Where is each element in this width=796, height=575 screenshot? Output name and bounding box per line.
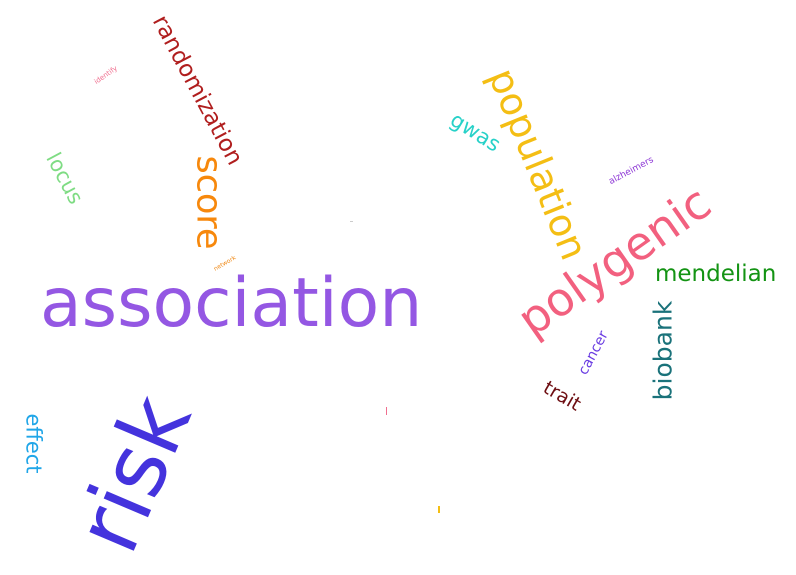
word-identify: identify xyxy=(92,64,119,86)
word-biobank: biobank xyxy=(648,300,678,401)
tiny-mark xyxy=(438,506,440,513)
tiny-mark xyxy=(350,221,353,222)
word-risk: risk xyxy=(55,381,212,567)
word-effect: effect xyxy=(21,413,46,474)
word-locus: locus xyxy=(41,148,89,208)
word-score: score xyxy=(188,155,229,250)
tiny-mark xyxy=(386,407,387,415)
word-cancer: cancer xyxy=(575,328,612,378)
word-association: association xyxy=(40,264,423,343)
word-mendelian: mendelian xyxy=(655,261,777,287)
word-trait: trait xyxy=(539,376,585,416)
word-alzheimers: alzheimers xyxy=(607,155,656,188)
word-randomization: randomization xyxy=(146,10,248,170)
word-population: population xyxy=(479,62,597,266)
